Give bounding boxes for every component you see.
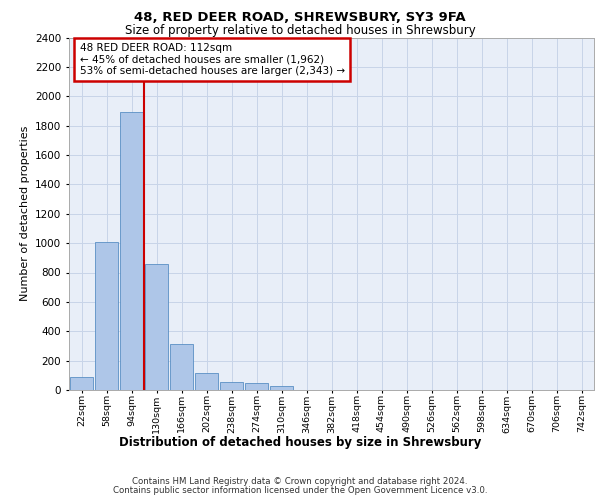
- Bar: [145, 264, 168, 390]
- Text: Contains public sector information licensed under the Open Government Licence v3: Contains public sector information licen…: [113, 486, 487, 495]
- Text: 48 RED DEER ROAD: 112sqm
← 45% of detached houses are smaller (1,962)
53% of sem: 48 RED DEER ROAD: 112sqm ← 45% of detach…: [79, 43, 344, 76]
- Text: Contains HM Land Registry data © Crown copyright and database right 2024.: Contains HM Land Registry data © Crown c…: [132, 477, 468, 486]
- Bar: [245, 383, 268, 390]
- Bar: [120, 112, 143, 390]
- Text: Distribution of detached houses by size in Shrewsbury: Distribution of detached houses by size …: [119, 436, 481, 449]
- Y-axis label: Number of detached properties: Number of detached properties: [20, 126, 29, 302]
- Bar: [220, 382, 243, 390]
- Bar: [170, 344, 193, 390]
- Bar: [195, 373, 218, 390]
- Text: 48, RED DEER ROAD, SHREWSBURY, SY3 9FA: 48, RED DEER ROAD, SHREWSBURY, SY3 9FA: [134, 11, 466, 24]
- Bar: [270, 386, 293, 390]
- Bar: [95, 242, 118, 390]
- Bar: [70, 377, 93, 390]
- Text: Size of property relative to detached houses in Shrewsbury: Size of property relative to detached ho…: [125, 24, 475, 37]
